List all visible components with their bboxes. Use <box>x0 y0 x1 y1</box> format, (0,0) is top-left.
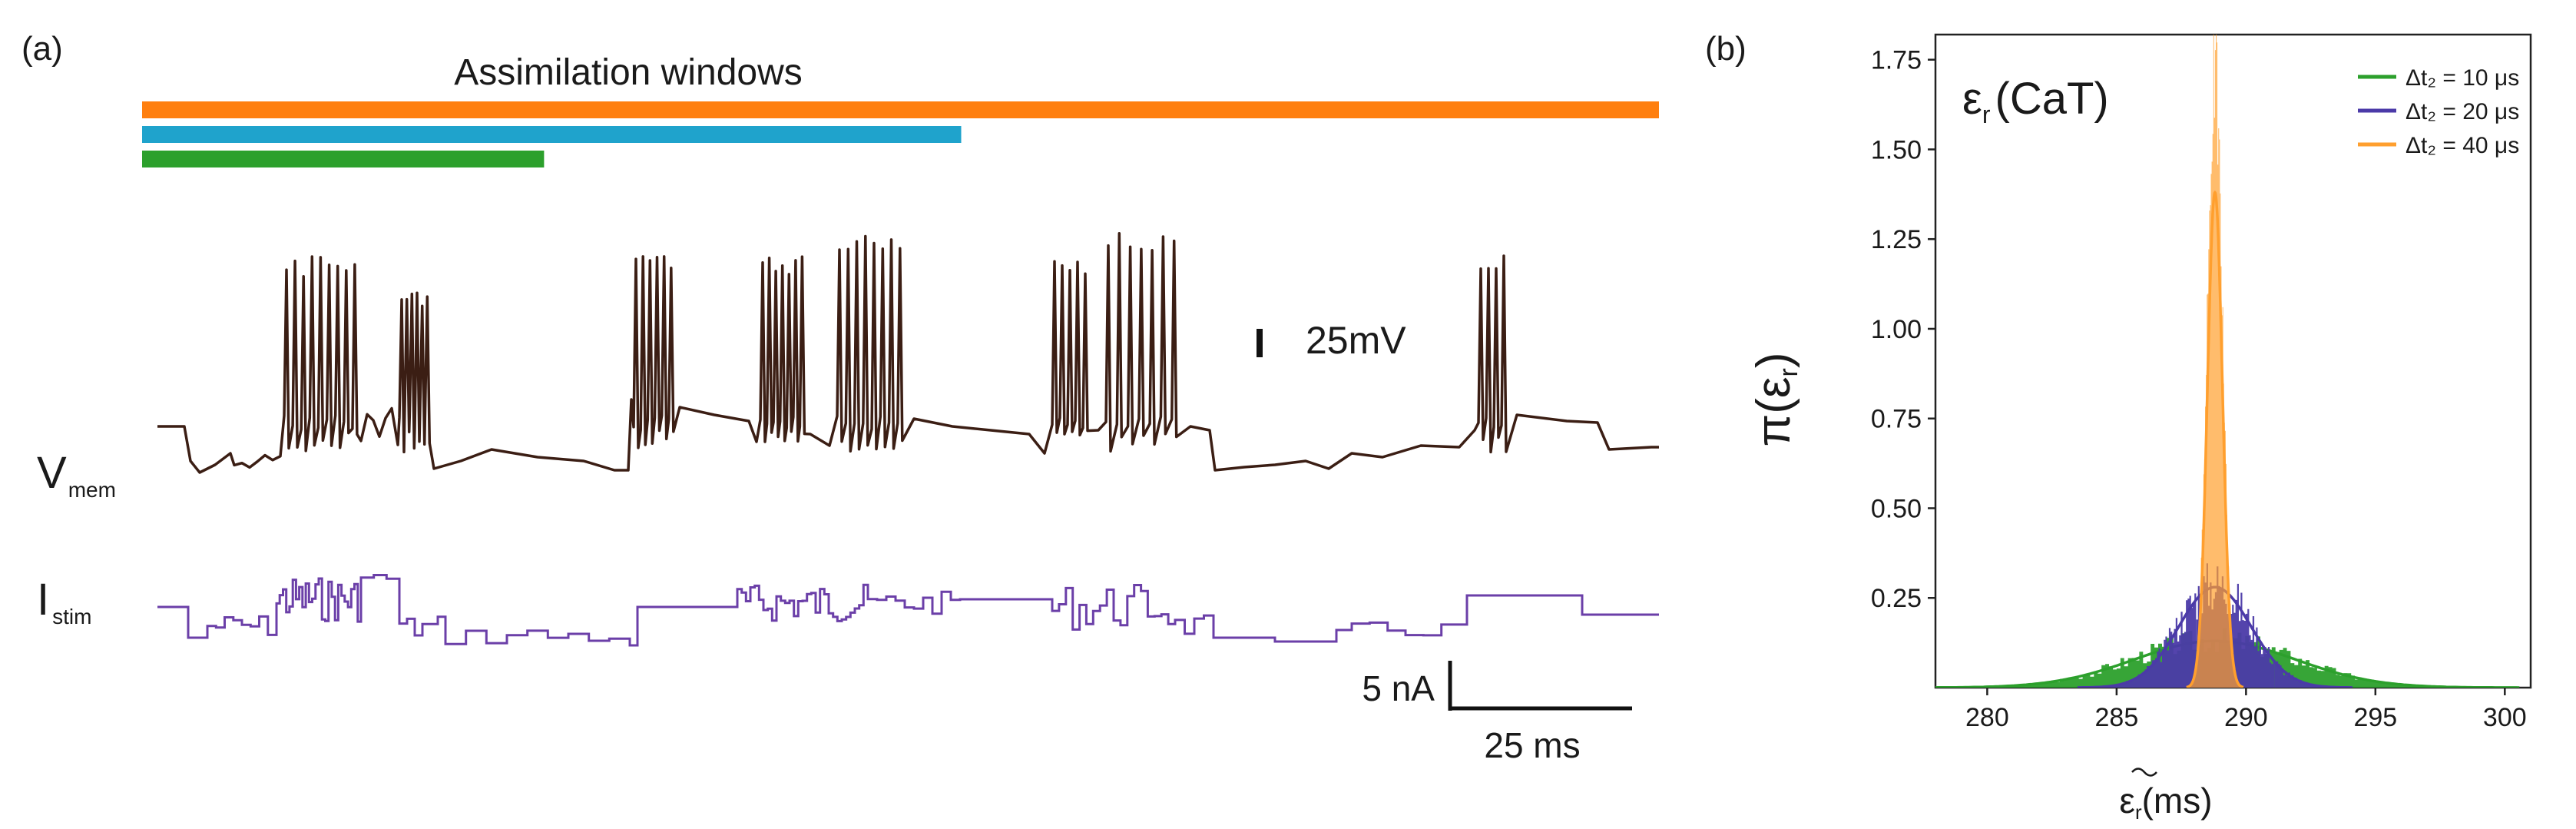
assimilation-title: Assimilation windows <box>454 52 803 93</box>
legend-label-2: Δt₂ = 40 μs <box>2405 133 2519 158</box>
x-tick-label: 285 <box>2095 703 2139 732</box>
legend: Δt₂ = 10 μs Δt₂ = 20 μs Δt₂ = 40 μs <box>2358 65 2519 158</box>
y-tick-label: 0.50 <box>1871 494 1922 523</box>
x-axis-label: εr(ms) <box>2119 781 2212 824</box>
density-curve-2 <box>2186 190 2244 688</box>
vmem-trace <box>157 231 1659 474</box>
assimilation-window-0 <box>142 101 1659 118</box>
assimilation-window-1 <box>142 126 962 143</box>
legend-label-1: Δt₂ = 20 μs <box>2405 99 2519 124</box>
y-tick-label: 1.00 <box>1871 315 1922 344</box>
histogram-2 <box>2190 35 2240 688</box>
assimilation-windows <box>142 101 1659 167</box>
y-tick-label: 0.75 <box>1871 405 1922 434</box>
y-axis-label: π(εr) <box>1747 352 1803 446</box>
assimilation-window-2 <box>142 151 545 167</box>
plot-area: 280 285 290 295 300 0.25 0.50 0.75 1.00 1.25 1.50 1… <box>1871 33 2532 732</box>
y-tick-label: 0.25 <box>1871 584 1922 613</box>
x-tick-label: 290 <box>2224 703 2268 732</box>
x-tick-label: 300 <box>2483 703 2527 732</box>
x-tick-label: 295 <box>2353 703 2397 732</box>
y-tick-label: 1.50 <box>1871 135 1922 164</box>
current-scale-label: 5 nA <box>1362 668 1435 708</box>
vmem-label: Vmem <box>37 448 116 502</box>
time-scale-label: 25 ms <box>1484 725 1580 765</box>
y-tick-label: 1.25 <box>1871 225 1922 254</box>
x-tick-label: 280 <box>1965 703 2009 732</box>
panel-b-label: (b) <box>1705 30 1747 68</box>
istim-trace <box>157 574 1659 647</box>
panel-b: (b) π(εr) 280 285 290 295 300 0.25 0.50 0.75 1.0… <box>1674 0 2576 829</box>
series-2 <box>2186 35 2244 688</box>
series-layer <box>1935 35 2520 688</box>
x-label-tilde <box>2131 768 2157 777</box>
chart-annotation: εr (CaT) <box>1962 74 2109 128</box>
y-tick-label: 1.75 <box>1871 46 1922 75</box>
voltage-scale-label: 25mV <box>1306 319 1406 362</box>
panel-a-label: (a) <box>22 30 63 68</box>
legend-label-0: Δt₂ = 10 μs <box>2405 65 2519 91</box>
distribution-chart: (b) π(εr) 280 285 290 295 300 0.25 0.50 0.75 1.0… <box>1705 30 2532 824</box>
